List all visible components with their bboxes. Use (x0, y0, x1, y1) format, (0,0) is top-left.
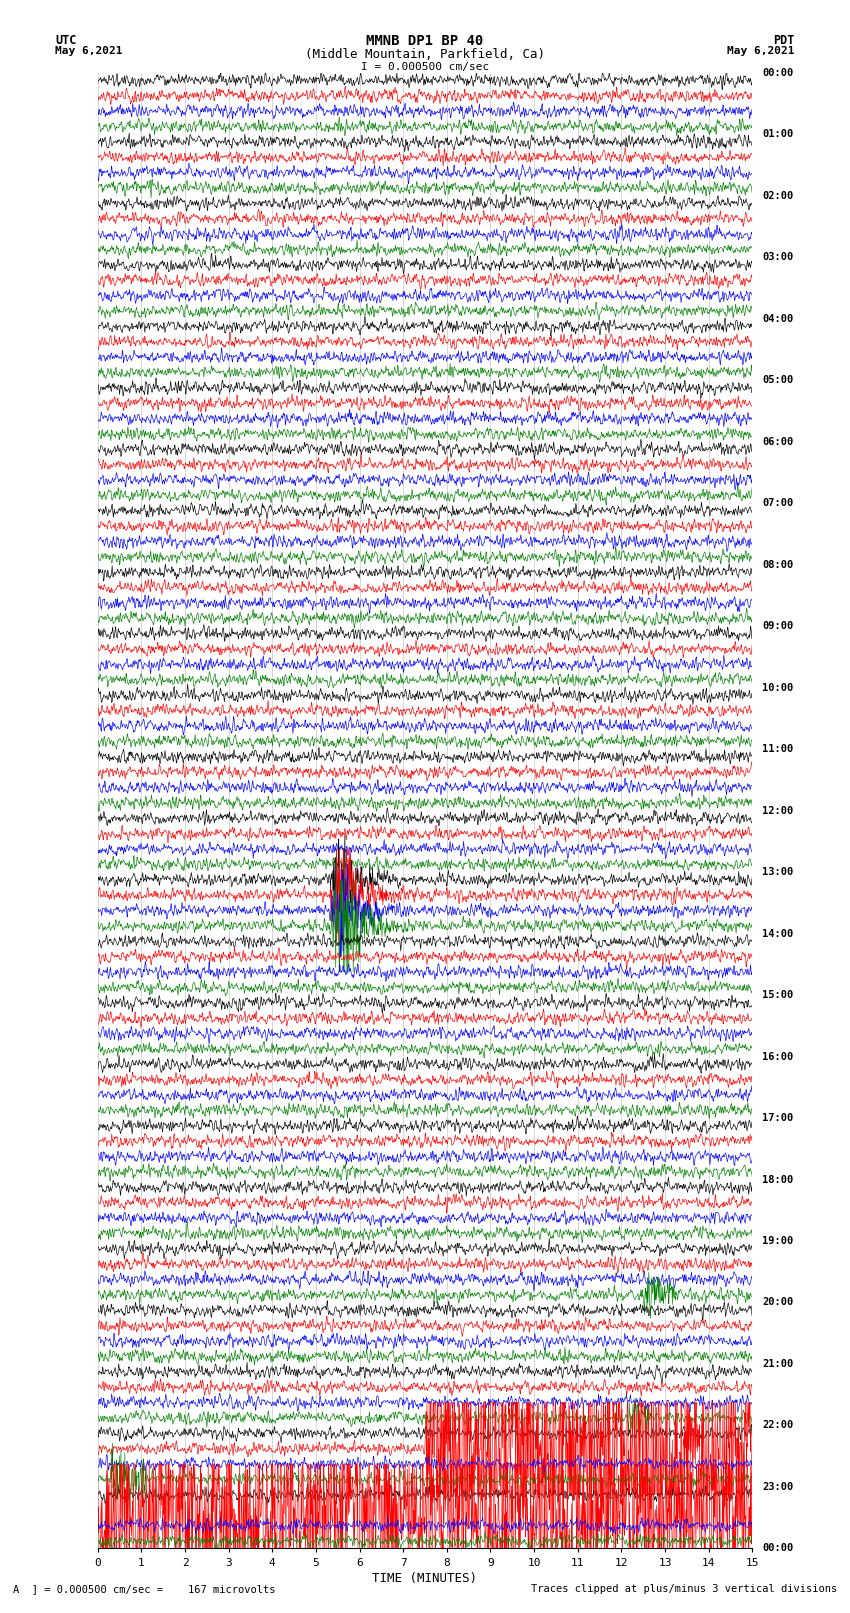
Text: 10:00: 10:00 (762, 682, 793, 692)
Text: 08:00: 08:00 (762, 560, 793, 569)
Text: 06:00: 06:00 (762, 437, 793, 447)
Text: 09:00: 09:00 (762, 621, 793, 631)
Text: 16:00: 16:00 (762, 1052, 793, 1061)
Text: 04:00: 04:00 (762, 313, 793, 324)
Text: 22:00: 22:00 (762, 1421, 793, 1431)
Text: 03:00: 03:00 (762, 252, 793, 261)
Text: 00:00: 00:00 (762, 68, 793, 77)
Text: 15:00: 15:00 (762, 990, 793, 1000)
Text: 21:00: 21:00 (762, 1360, 793, 1369)
Text: (Middle Mountain, Parkfield, Ca): (Middle Mountain, Parkfield, Ca) (305, 48, 545, 61)
Text: 02:00: 02:00 (762, 190, 793, 200)
Text: 01:00: 01:00 (762, 129, 793, 139)
Text: May 6,2021: May 6,2021 (55, 45, 122, 56)
Text: 19:00: 19:00 (762, 1236, 793, 1245)
Text: 14:00: 14:00 (762, 929, 793, 939)
Text: UTC: UTC (55, 34, 76, 47)
Text: 18:00: 18:00 (762, 1174, 793, 1184)
Text: I = 0.000500 cm/sec: I = 0.000500 cm/sec (361, 63, 489, 73)
Text: 07:00: 07:00 (762, 498, 793, 508)
Text: 20:00: 20:00 (762, 1297, 793, 1308)
Text: 17:00: 17:00 (762, 1113, 793, 1123)
Text: 00:00: 00:00 (762, 1544, 793, 1553)
Text: May 6,2021: May 6,2021 (728, 45, 795, 56)
Text: A  ] = 0.000500 cm/sec =    167 microvolts: A ] = 0.000500 cm/sec = 167 microvolts (13, 1584, 275, 1594)
Text: MMNB DP1 BP 40: MMNB DP1 BP 40 (366, 34, 484, 48)
Text: 11:00: 11:00 (762, 744, 793, 753)
Text: 23:00: 23:00 (762, 1482, 793, 1492)
Text: 13:00: 13:00 (762, 868, 793, 877)
Text: 12:00: 12:00 (762, 805, 793, 816)
Text: PDT: PDT (774, 34, 795, 47)
Text: 05:00: 05:00 (762, 376, 793, 386)
X-axis label: TIME (MINUTES): TIME (MINUTES) (372, 1571, 478, 1584)
Text: Traces clipped at plus/minus 3 vertical divisions: Traces clipped at plus/minus 3 vertical … (531, 1584, 837, 1594)
